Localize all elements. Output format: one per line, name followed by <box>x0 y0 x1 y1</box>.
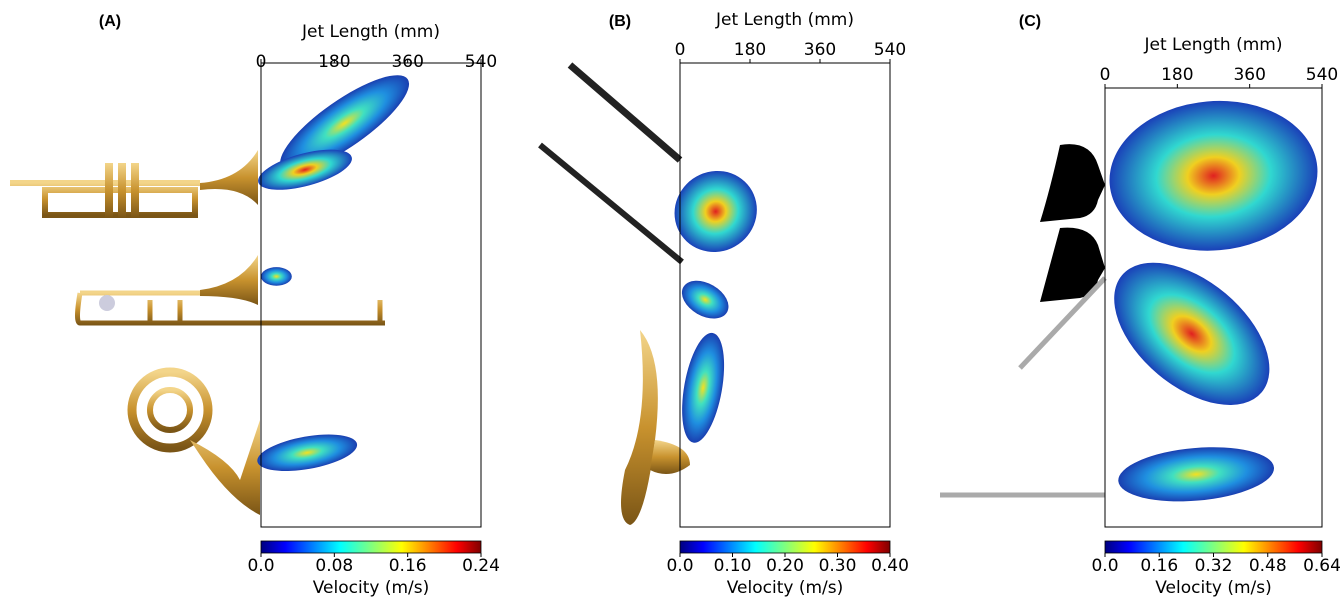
colorbar-label: Velocity (m/s) <box>727 578 844 598</box>
velocity-field <box>682 332 725 443</box>
colorbar-tick-label: 0.40 <box>871 556 909 576</box>
colorbar-tick-label: 0.16 <box>1140 556 1178 576</box>
panel-label: (C) <box>1019 13 1041 30</box>
colorbar-tick-label: 0.10 <box>714 556 752 576</box>
colorbar-tick-label: 0.20 <box>766 556 804 576</box>
velocity-field <box>258 149 352 190</box>
colorbar-tick-label: 0.0 <box>247 556 274 576</box>
panel-label: (A) <box>99 13 121 30</box>
colorbar-tick-label: 0.64 <box>1303 556 1341 576</box>
x-tick-label: 180 <box>734 40 766 60</box>
velocity-field <box>280 75 410 172</box>
velocity-field <box>261 267 292 286</box>
axes-frame <box>679 62 891 528</box>
colorbar <box>260 540 482 554</box>
x-tick-label: 360 <box>1233 65 1265 85</box>
colorbar-tick-label: 0.0 <box>1091 556 1118 576</box>
velocity-field <box>1114 262 1270 405</box>
x-tick-label: 0 <box>1100 65 1111 85</box>
colorbar <box>679 540 891 554</box>
instrument-illustrations <box>10 62 1107 525</box>
velocity-field <box>1109 100 1318 251</box>
velocity-field <box>257 434 358 472</box>
velocity-field <box>674 170 757 253</box>
velocity-field <box>681 280 729 319</box>
colorbar-label: Velocity (m/s) <box>313 578 430 598</box>
colorbar-tick-label: 0.16 <box>389 556 427 576</box>
x-tick-label: 0 <box>256 52 267 72</box>
velocity-field <box>1118 447 1274 502</box>
colorbar-tick-label: 0.30 <box>819 556 857 576</box>
x-tick-label: 0 <box>675 40 686 60</box>
x-axis-title: Jet Length (mm) <box>715 10 854 30</box>
x-tick-label: 540 <box>1306 65 1338 85</box>
colorbar <box>1104 540 1323 554</box>
colorbar-tick-label: 0.08 <box>315 556 353 576</box>
x-tick-label: 540 <box>465 52 497 72</box>
colorbar-tick-label: 0.24 <box>462 556 500 576</box>
panel-label: (B) <box>609 13 631 30</box>
x-tick-label: 540 <box>874 40 906 60</box>
x-axis-title: Jet Length (mm) <box>301 22 440 42</box>
x-tick-label: 360 <box>804 40 836 60</box>
axes-frame <box>1104 87 1323 528</box>
axes-frame <box>260 62 482 528</box>
x-axis-title: Jet Length (mm) <box>1144 35 1283 55</box>
colorbar-label: Velocity (m/s) <box>1155 578 1272 598</box>
x-tick-label: 180 <box>318 52 350 72</box>
colorbar-tick-label: 0.48 <box>1249 556 1287 576</box>
x-tick-label: 180 <box>1161 65 1193 85</box>
colorbar-tick-label: 0.32 <box>1195 556 1233 576</box>
colorbar-tick-label: 0.0 <box>666 556 693 576</box>
x-tick-label: 360 <box>391 52 423 72</box>
